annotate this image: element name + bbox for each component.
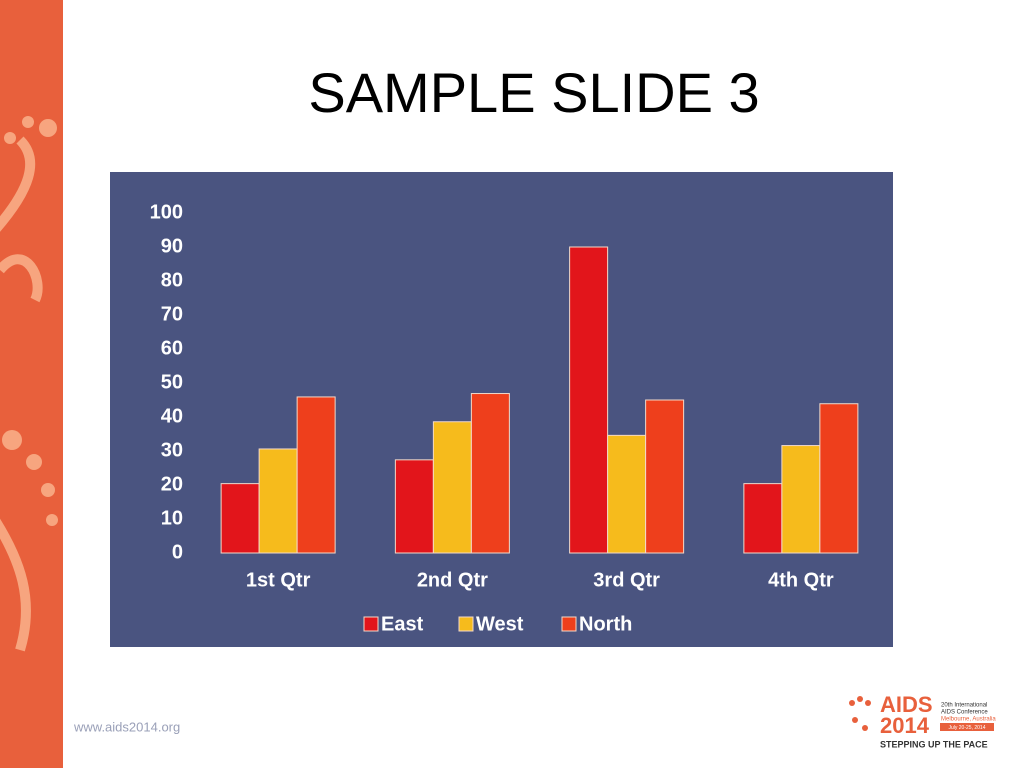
logo-line: 20th International (941, 703, 987, 709)
x-tick-label: 1st Qtr (246, 569, 311, 591)
x-tick-label: 3rd Qtr (593, 569, 660, 591)
side-dots (2, 116, 58, 526)
legend-swatch (458, 616, 474, 632)
logo-tagline: STEPPING UP THE PACE (880, 739, 988, 749)
bar (394, 459, 434, 554)
y-tick-label: 50 (161, 371, 183, 393)
logo-line: AIDS Conference (941, 710, 988, 716)
bar (258, 448, 298, 554)
side-decoration (0, 136, 43, 652)
logo-dates: July 20-25, 2014 (949, 725, 986, 731)
bar (296, 396, 336, 554)
y-tick-label: 100 (150, 201, 183, 223)
logo-line: Melbourne, Australia (941, 717, 996, 723)
y-tick-label: 0 (172, 541, 183, 563)
bar (645, 399, 685, 554)
bar (781, 445, 821, 554)
y-tick-label: 60 (161, 337, 183, 359)
legend-swatch (363, 616, 379, 632)
bar (432, 421, 472, 554)
bar (220, 483, 260, 554)
legend-label: West (476, 613, 524, 635)
y-tick-label: 30 (161, 439, 183, 461)
y-tick-label: 70 (161, 303, 183, 325)
bar (569, 246, 609, 554)
logo: AIDS 2014 20th International AIDS Confer… (849, 692, 996, 749)
bar (743, 483, 783, 554)
bar (607, 434, 647, 554)
footer-url: www.aids2014.org (73, 719, 180, 734)
x-tick-label: 4th Qtr (768, 569, 834, 591)
bar (819, 403, 859, 554)
y-tick-label: 10 (161, 507, 183, 529)
legend-label: North (579, 613, 632, 635)
x-tick-label: 2nd Qtr (417, 569, 488, 591)
bar (470, 393, 510, 554)
legend-label: East (381, 613, 424, 635)
y-tick-label: 90 (161, 235, 183, 257)
legend-swatch (561, 616, 577, 632)
y-tick-label: 80 (161, 269, 183, 291)
logo-name: AIDS (880, 692, 933, 717)
slide-title: SAMPLE SLIDE 3 (308, 61, 759, 124)
side-band (0, 0, 63, 768)
y-tick-label: 20 (161, 473, 183, 495)
logo-year: 2014 (880, 713, 930, 738)
y-tick-label: 40 (161, 405, 183, 427)
